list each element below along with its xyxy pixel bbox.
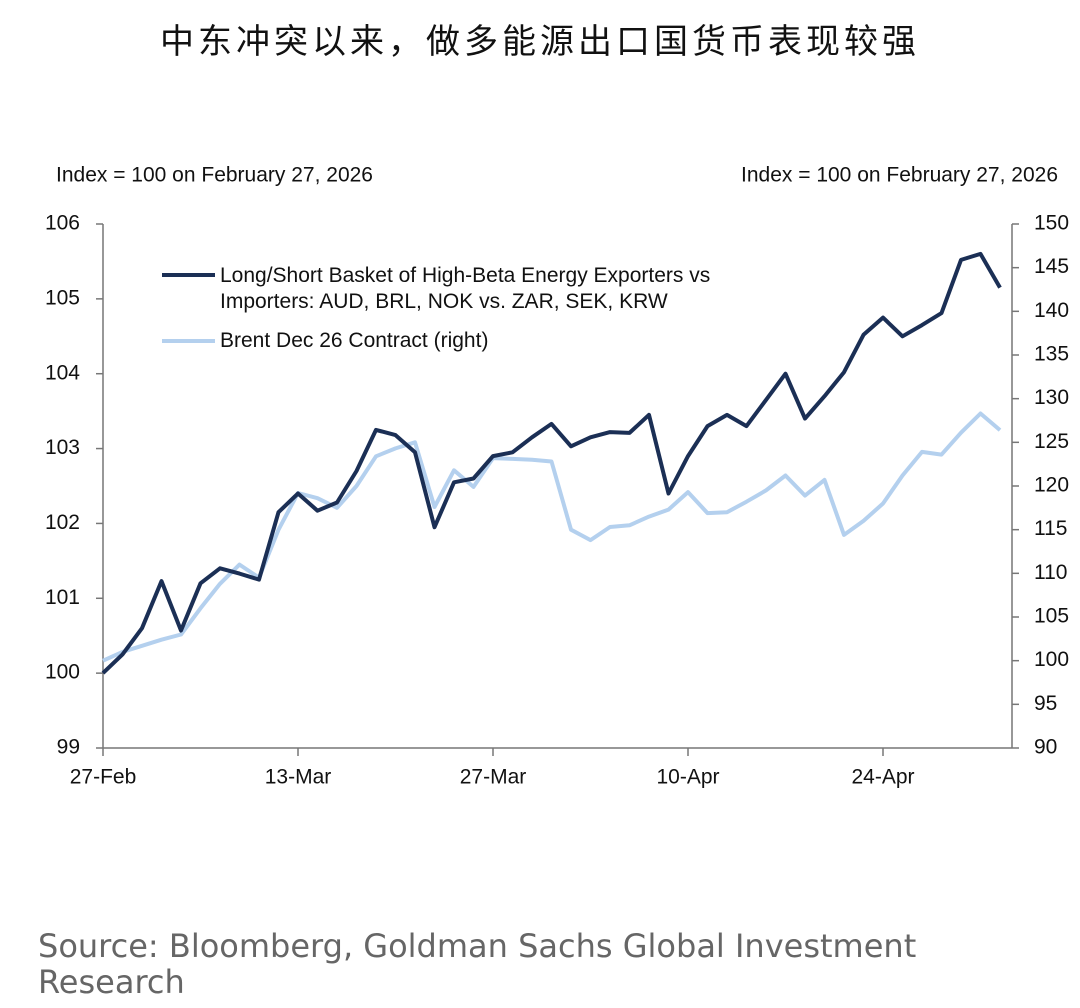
- y-tick-label: 102: [45, 511, 80, 534]
- y2-tick-label: 115: [1034, 517, 1067, 540]
- data-line: [102, 411, 1002, 663]
- source-note: Source: Bloomberg, Goldman Sachs Global …: [38, 927, 917, 1001]
- y-axis-label: Index = 100 on February 27, 2026: [56, 164, 373, 187]
- y2-tick-label: 105: [1034, 605, 1069, 628]
- y2-tick-label: 140: [1034, 299, 1069, 322]
- data-line: [101, 251, 1002, 675]
- y-tick-label: 106: [45, 212, 80, 235]
- y-tick-label: 99: [57, 736, 80, 759]
- chart-title: 中东冲突以来，做多能源出口国货币表现较强: [160, 22, 920, 62]
- y-tick-label: 105: [45, 286, 80, 309]
- y2-tick-label: 110: [1034, 561, 1067, 584]
- y2-tick-label: 120: [1034, 474, 1069, 497]
- x-tick-label: 27-Mar: [460, 766, 527, 789]
- y-tick-label: 101: [45, 586, 80, 609]
- y2-tick-label: 150: [1034, 212, 1069, 235]
- y2-tick-label: 125: [1034, 430, 1069, 453]
- x-tick-label: 10-Apr: [656, 766, 719, 789]
- y-tick-label: 100: [45, 661, 80, 684]
- legend-label: Brent Dec 26 Contract (right): [220, 329, 489, 352]
- y2-tick-label: 95: [1034, 692, 1057, 715]
- x-tick-label: 27-Feb: [70, 766, 137, 789]
- legend-label: Long/Short Basket of High-Beta Energy Ex…: [220, 264, 711, 313]
- y-tick-label: 103: [45, 436, 80, 459]
- y2-tick-label: 135: [1034, 343, 1069, 366]
- y2-tick-label: 130: [1034, 386, 1069, 409]
- y-tick-label: 104: [45, 361, 80, 384]
- x-tick-label: 24-Apr: [851, 766, 914, 789]
- y2-axis-label: Index = 100 on February 27, 2026: [741, 164, 1058, 187]
- y2-tick-label: 100: [1034, 648, 1069, 671]
- y2-tick-label: 145: [1034, 255, 1069, 278]
- x-tick-label: 13-Mar: [265, 766, 332, 789]
- y2-tick-label: 90: [1034, 736, 1057, 759]
